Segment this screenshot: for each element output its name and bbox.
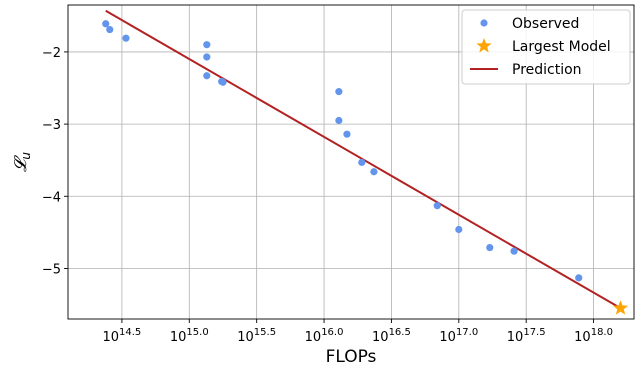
y-tick-label: −2 — [42, 46, 61, 61]
points-layer — [102, 20, 629, 315]
y-axis-label: 𝓛u — [11, 152, 33, 172]
x-axis-label: FLOPs — [326, 347, 377, 367]
x-tick-label: 1017.0 — [439, 327, 478, 345]
observed-point — [219, 78, 227, 86]
y-tick-label: −3 — [42, 118, 61, 133]
x-tick-label: 1014.5 — [102, 327, 141, 345]
observed-point — [203, 72, 211, 80]
x-tick-label: 1017.5 — [507, 327, 546, 345]
x-tick-base: 10 — [102, 330, 119, 345]
x-tick-exponent: 15.5 — [254, 327, 276, 338]
observed-point — [455, 225, 463, 234]
x-tick-base: 10 — [507, 330, 524, 345]
observed-point — [358, 158, 366, 166]
observed-point — [335, 116, 343, 125]
x-tick-label: 1016.5 — [372, 327, 411, 345]
observed-point — [370, 168, 378, 176]
legend-items: Observed Largest Model Prediction — [470, 16, 611, 78]
x-tick-base: 10 — [574, 330, 591, 345]
x-tick-label: 1015.0 — [170, 327, 209, 345]
legend-label: Prediction — [512, 62, 582, 78]
x-axis-ticks: 1014.5 1015.0 1015.5 1016.0 1016.5 1017.0 1017… — [102, 319, 613, 345]
plot-frame — [67, 4, 635, 320]
x-tick-base: 10 — [372, 330, 389, 345]
observed-point — [433, 202, 441, 210]
x-tick-exponent: 18.0 — [591, 327, 613, 338]
x-tick-base: 10 — [305, 330, 322, 345]
x-tick-exponent: 14.5 — [119, 327, 141, 338]
legend-largest-model-marker — [476, 38, 492, 53]
x-tick-label: 1018.0 — [574, 327, 613, 345]
observed-point — [335, 88, 343, 96]
legend-box — [461, 9, 631, 85]
y-axis-ticks: −2 −3 −4 −5 — [42, 46, 68, 277]
x-tick-base: 10 — [439, 330, 456, 345]
observed-point — [122, 34, 130, 42]
x-tick-exponent: 16.0 — [321, 327, 343, 338]
legend-label: Observed — [512, 16, 579, 32]
observed-point — [203, 41, 211, 49]
observed-point — [102, 20, 110, 28]
observed-point — [486, 243, 494, 252]
x-tick-label: 1015.5 — [237, 327, 276, 345]
observed-point — [510, 247, 518, 255]
observed-point — [106, 25, 114, 34]
y-axis-label-sub: u — [19, 152, 33, 160]
x-tick-label: 1016.0 — [305, 327, 344, 345]
x-tick-exponent: 15.0 — [186, 327, 208, 338]
observed-point — [575, 274, 583, 282]
x-tick-base: 10 — [237, 330, 254, 345]
legend-observed-marker — [480, 19, 488, 27]
observed-point — [203, 53, 211, 61]
observed-point — [343, 130, 351, 138]
x-tick-exponent: 17.5 — [523, 327, 545, 338]
y-tick-label: −4 — [42, 190, 61, 205]
x-tick-exponent: 17.0 — [456, 327, 478, 338]
y-tick-label: −5 — [42, 262, 61, 277]
legend: Observed Largest Model Prediction — [461, 9, 631, 85]
x-tick-exponent: 16.5 — [389, 327, 411, 338]
x-tick-base: 10 — [170, 330, 187, 345]
largest-model-star — [612, 300, 629, 315]
legend-label: Largest Model — [512, 39, 611, 55]
